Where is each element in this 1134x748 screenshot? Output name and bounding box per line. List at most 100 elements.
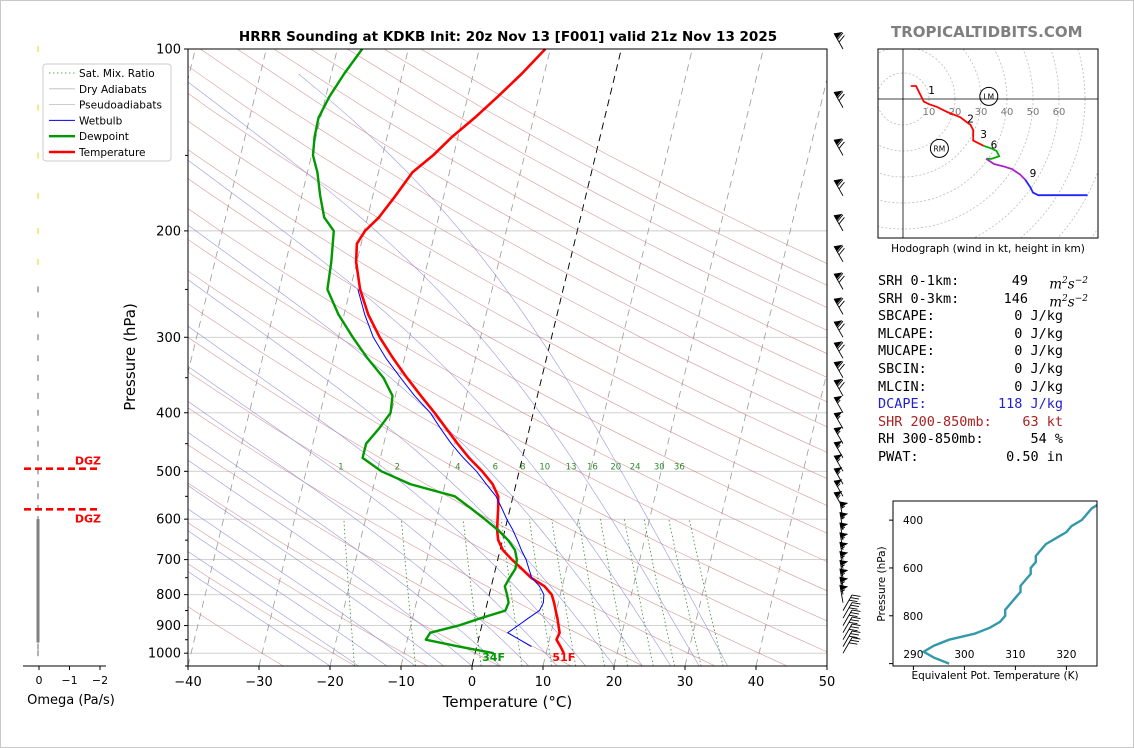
wind-barb — [833, 178, 845, 197]
hodograph-trace — [1024, 179, 1088, 197]
thetae-x-tick-label: 290 — [903, 649, 923, 661]
pseudoadiabat — [188, 224, 643, 666]
storm-motion-marker — [979, 86, 999, 106]
zero-isotherm — [471, 49, 622, 666]
isotherm — [258, 49, 409, 666]
wind-barb — [842, 616, 861, 633]
x-tick-label: 40 — [748, 675, 765, 690]
stat-label: MLCIN: — [878, 378, 927, 395]
thetae-panel: 400 600 800 290 300 310 320 Equivalent Pot. Tem… — [876, 500, 1098, 682]
wind-barb — [833, 360, 845, 378]
pseudoadiabat — [188, 365, 558, 666]
legend-entry: Sat. Mix. Ratio — [79, 68, 155, 80]
wind-barb — [842, 609, 861, 626]
stat-unit: m2s−2 — [1049, 293, 1088, 311]
thetae-x-label: Equivalent Pot. Temperature (K) — [911, 670, 1078, 682]
hodograph-ring-label: 20 — [949, 107, 962, 118]
legend-entry: Pseudoadiabats — [79, 100, 162, 112]
stat-value: 63 kt — [1022, 413, 1063, 430]
dry-adiabat — [310, 49, 827, 331]
isotherm — [613, 49, 764, 666]
wind-barb — [839, 532, 849, 551]
wind-barb — [833, 411, 844, 429]
dry-adiabat — [188, 606, 284, 666]
wind-barb — [833, 341, 845, 359]
wetbulb-profile — [357, 289, 545, 648]
storm-motion-label: LM — [983, 92, 994, 101]
x-axis-label: Temperature (°C) — [442, 693, 572, 711]
skewt-frame — [187, 48, 828, 667]
hodograph-ring-label: 30 — [975, 107, 988, 118]
hodograph-ring-label: 50 — [1027, 107, 1040, 118]
wind-barb — [833, 297, 845, 315]
y-tick-label: 100 — [156, 43, 181, 58]
stat-row: MUCAPE: 0 J/kg — [878, 343, 1078, 361]
y-tick-label: 300 — [156, 331, 181, 346]
mixing-ratio-label: 36 — [674, 462, 685, 472]
thetae-profile — [921, 503, 1097, 665]
stat-label: SRH 0-3km: — [878, 290, 960, 307]
mixing-ratio-line — [462, 519, 482, 666]
x-tick-label: 10 — [535, 675, 552, 690]
stat-label: MLCAPE: — [878, 325, 935, 342]
wind-barb — [833, 378, 845, 397]
stat-row: SHR 200-850mb: 63 kt — [878, 414, 1078, 432]
isotherm — [684, 77, 827, 666]
mixing-ratio-line — [688, 519, 724, 666]
mixing-ratio-label: 20 — [610, 462, 621, 472]
legend: Sat. Mix. Ratio Dry Adiabats Pseudoadiabat… — [42, 63, 172, 162]
mixing-ratio-label: 1 — [338, 462, 343, 472]
dry-adiabat — [188, 303, 827, 653]
pseudoadiabat — [188, 508, 416, 666]
mixing-ratio-label: 4 — [455, 462, 460, 472]
stat-row: RH 300-850mb: 54 % — [878, 431, 1078, 449]
legend-entry: Wetbulb — [79, 115, 123, 127]
mixing-ratio-line — [343, 519, 355, 666]
mixing-ratio-line — [668, 519, 702, 666]
hodograph-ring-label: 40 — [1001, 107, 1014, 118]
hodograph-trace — [985, 158, 1026, 181]
wind-barb — [833, 213, 845, 232]
mixing-ratio-line — [400, 519, 416, 666]
mixing-ratio-line — [643, 519, 675, 666]
dry-adiabat — [236, 49, 827, 378]
dry-adiabat — [273, 49, 827, 354]
stat-row: PWAT: 0.50 in — [878, 449, 1078, 467]
omega-axis-label: Omega (Pa/s) — [27, 693, 115, 708]
mixing-ratio-line — [551, 519, 577, 666]
stat-row: MLCIN: 0 J/kg — [878, 379, 1078, 397]
stat-label: DCAPE: — [878, 396, 927, 413]
surface-value-label: 51F — [552, 651, 575, 664]
temperature-profile — [354, 48, 565, 654]
wind-barb — [833, 32, 845, 50]
mixing-ratio-label: 8 — [520, 462, 525, 472]
dry-adiabat — [188, 371, 716, 666]
x-tick-label: −10 — [387, 675, 414, 690]
x-tick-label: 20 — [606, 675, 623, 690]
x-tick-label: −40 — [174, 675, 201, 690]
wind-barb — [833, 90, 845, 108]
stat-row: SRH 0-3km: 146 m2s−2 — [878, 290, 1088, 311]
wind-barb — [842, 637, 861, 654]
stat-value: 0 J/kg — [1014, 378, 1063, 395]
stat-unit: m2s−2 — [1049, 276, 1088, 293]
wind-barb — [839, 550, 849, 569]
stat-value: 0 J/kg — [1014, 360, 1063, 377]
thetae-x-tick-label: 310 — [1005, 649, 1025, 661]
surface-value-label: 34F — [482, 651, 505, 664]
dgz-label: DGZ — [75, 455, 101, 468]
thetae-x-tick-label: 300 — [954, 649, 974, 661]
stat-value: 0 J/kg — [1014, 343, 1063, 360]
dry-adiabat — [188, 120, 827, 479]
dry-adiabat — [188, 65, 827, 428]
mixing-ratio-label: 16 — [587, 462, 598, 472]
dry-adiabat — [188, 239, 827, 592]
stat-row: SBCAPE: 0 J/kg — [878, 308, 1078, 326]
omega-tick-label: 0 — [36, 674, 43, 687]
wind-barb — [833, 272, 845, 290]
hodograph-ring-label: 10 — [923, 107, 936, 118]
hodograph-frame — [877, 48, 1099, 239]
pseudoadiabat — [188, 551, 359, 666]
